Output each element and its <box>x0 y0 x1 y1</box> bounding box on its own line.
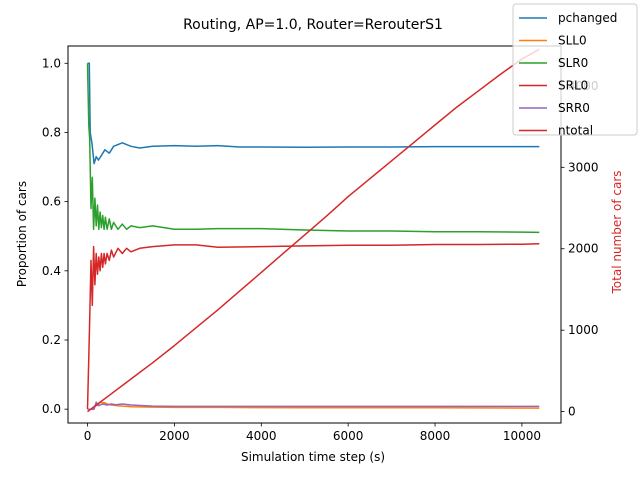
legend-label-SLL0: SLL0 <box>558 34 587 48</box>
y-left-tick-label: 0.0 <box>42 402 61 416</box>
y-right-tick-label: 1000 <box>568 323 599 337</box>
series-line-SRL0 <box>86 243 540 410</box>
legend-label-ntotal: ntotal <box>558 124 593 138</box>
y-left-tick-label: 0.2 <box>42 333 61 347</box>
y-left-tick-label: 1.0 <box>42 56 61 70</box>
x-tick-label: 10000 <box>503 429 541 443</box>
y-left-tick-label: 0.4 <box>42 264 61 278</box>
legend-label-SRL0: SRL0 <box>558 79 588 93</box>
legend-box <box>512 3 638 136</box>
x-tick-label: 8000 <box>420 429 451 443</box>
legend-label-SRR0: SRR0 <box>558 101 590 115</box>
x-tick-label: 2000 <box>159 429 190 443</box>
legend: pchanged SLL0 SLR0 SRL0 SRR0 ntotal <box>512 3 638 138</box>
y-right-tick-label: 3000 <box>568 160 599 174</box>
x-axis-ticks: 0 2000 4000 6000 8000 10000 <box>84 423 541 443</box>
y-left-tick-label: 0.6 <box>42 195 61 209</box>
legend-label-pchanged: pchanged <box>558 11 617 25</box>
plot-lines <box>86 48 540 413</box>
x-axis-label: Simulation time step (s) <box>241 450 385 464</box>
y-right-tick-label: 0 <box>568 405 576 419</box>
y-left-axis-label: Proportion of cars <box>15 181 29 287</box>
x-tick-label: 0 <box>84 429 92 443</box>
x-tick-label: 4000 <box>246 429 277 443</box>
plot-area-frame <box>67 45 562 424</box>
chart-title: Routing, AP=1.0, Router=RerouterS1 <box>183 17 443 33</box>
y-left-tick-label: 0.8 <box>42 125 61 139</box>
x-tick-label: 6000 <box>333 429 364 443</box>
legend-label-SLR0: SLR0 <box>558 56 588 70</box>
series-line-pchanged <box>87 62 540 165</box>
y-left-axis-ticks: 0.0 0.2 0.4 0.6 0.8 1.0 <box>42 56 68 416</box>
y-right-axis-label: Total number of cars <box>610 170 624 294</box>
series-line-SLR0 <box>86 63 540 234</box>
series-line-ntotal <box>87 48 540 413</box>
y-right-tick-label: 2000 <box>568 242 599 256</box>
legend-entries: pchanged SLL0 SLR0 SRL0 SRR0 ntotal <box>519 11 617 138</box>
